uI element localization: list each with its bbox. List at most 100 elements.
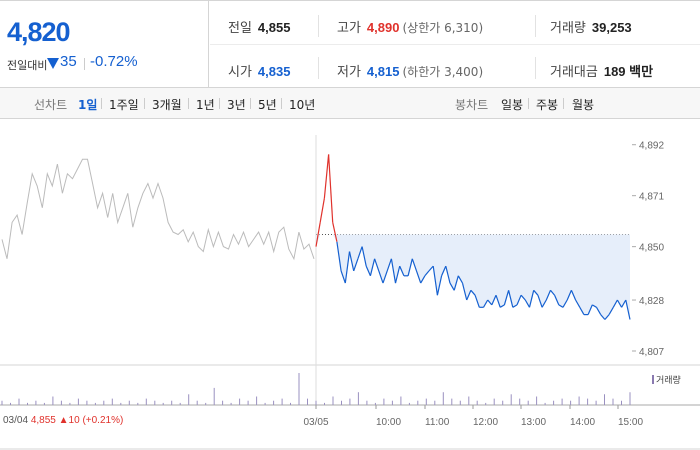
today-price-segment: [399, 265, 405, 277]
change-label: 전일대비: [7, 59, 48, 72]
stat-low: 저가 4,815 (하한가 3,400): [337, 61, 483, 80]
x-tick-label: 12:00: [473, 417, 498, 428]
tab-5-years[interactable]: 5년: [258, 98, 277, 112]
footer-date: 03/04: [3, 415, 29, 426]
today-price-segment: [512, 304, 518, 308]
today-price-segment: [461, 282, 468, 301]
y-tick-label: 4,807: [639, 347, 664, 358]
change-rate: -0.72%: [90, 53, 138, 70]
today-price-segment: [474, 295, 480, 308]
tab-weekly-candle[interactable]: 주봉: [536, 98, 559, 112]
stat-high: 고가 4,890 (상한가 6,310): [337, 17, 483, 36]
tab-1-week[interactable]: 1주일: [109, 98, 139, 112]
today-price-segment: [353, 258, 359, 272]
low-value: 4,815: [366, 64, 400, 79]
tab-10-years[interactable]: 10년: [289, 98, 316, 112]
divider: [528, 98, 529, 109]
divider: [219, 98, 220, 109]
today-price-segment: [315, 222, 321, 247]
today-price-segment: [528, 290, 535, 308]
tab-3-months[interactable]: 3개월: [152, 98, 182, 112]
today-price-segment: [424, 270, 430, 277]
divider: [535, 15, 536, 37]
today-price-segment: [554, 294, 560, 306]
today-price-segment: [470, 289, 476, 296]
footer-rate: (+0.21%): [82, 415, 124, 426]
divider: [144, 98, 145, 109]
tab-daily-candle[interactable]: 일봉: [501, 98, 524, 112]
today-price-segment: [344, 251, 351, 284]
today-price-segment: [378, 270, 384, 284]
stock-summary: 4,820 전일대비 35 -0.72% 전일 4,855 고가 4,890 (상한가…: [0, 0, 700, 88]
prev-close-value: 4,855: [257, 20, 291, 35]
today-price-segment: [562, 299, 568, 308]
price-box: 4,820 전일대비 35 -0.72%: [0, 1, 209, 88]
divider: [84, 58, 85, 70]
today-price-segment: [445, 265, 451, 284]
today-price-segment: [491, 294, 497, 306]
divider: [535, 57, 536, 79]
today-price-segment: [441, 265, 447, 277]
today-price-segment: [328, 154, 334, 223]
volume-label: 거래량: [550, 21, 586, 36]
today-price-segment: [575, 299, 581, 308]
y-tick-label: 4,850: [639, 243, 664, 254]
volume-legend: 거래량: [652, 373, 681, 386]
today-price-segment: [503, 290, 510, 306]
today-price-segment: [457, 275, 464, 284]
tab-1-year[interactable]: 1년: [196, 98, 215, 112]
stat-volume: 거래량 39,253: [550, 17, 632, 36]
prev-day-price-line: [1, 158, 315, 261]
today-price-segment: [361, 246, 367, 267]
today-price-segment: [541, 299, 547, 308]
divider: [250, 98, 251, 109]
today-price-segment: [533, 289, 539, 296]
today-price-segment: [482, 299, 489, 308]
divider: [563, 98, 564, 109]
today-price-segment: [415, 270, 422, 284]
today-price-segment: [411, 258, 418, 272]
today-price-segment: [592, 304, 597, 308]
today-price-segment: [558, 304, 564, 308]
today-price-segment: [390, 258, 397, 284]
tab-monthly-candle[interactable]: 월봉: [572, 98, 595, 112]
today-price-segment: [499, 304, 505, 308]
x-tick-label: 14:00: [570, 417, 595, 428]
today-price-segment: [616, 299, 623, 308]
today-price-segment: [336, 241, 342, 271]
period-tabs: 선차트 1일 1주일 3개월 1년 3년 5년 10년 봉차트 일봉 주봉 월봉: [0, 88, 700, 119]
today-price-segment: [432, 266, 438, 296]
high-value: 4,890: [366, 20, 400, 35]
today-price-segment: [386, 258, 392, 272]
today-price-segment: [374, 258, 380, 272]
today-price-segment: [566, 290, 572, 301]
down-triangle-icon: [47, 58, 59, 69]
x-tick-label: 10:00: [376, 417, 401, 428]
y-tick-label: 4,892: [639, 141, 664, 152]
today-price-segment: [340, 270, 346, 284]
volume-value: 39,253: [591, 20, 632, 35]
tab-3-years[interactable]: 3년: [227, 98, 246, 112]
stats-panel: 전일 4,855 고가 4,890 (상한가 6,310) 거래량 39,253 시가 4…: [210, 1, 700, 88]
today-price-segment: [508, 290, 514, 308]
today-price-segment: [604, 314, 610, 320]
x-tick-label: 15:00: [618, 417, 643, 428]
today-price-segment: [612, 299, 618, 308]
stat-amount: 거래대금 189 백만: [550, 61, 653, 80]
candle-chart-group-label: 봉차트: [455, 98, 489, 112]
divider: [281, 98, 282, 109]
today-price-segment: [466, 290, 472, 301]
tab-1-day[interactable]: 1일: [78, 98, 98, 112]
today-price-segment: [365, 265, 371, 277]
today-price-segment: [420, 275, 426, 284]
x-tick-label: 13:00: [521, 417, 546, 428]
x-tick-label: 11:00: [425, 417, 450, 428]
today-price-segment: [332, 222, 338, 242]
high-label: 고가: [337, 21, 361, 36]
today-price-segment: [579, 307, 585, 315]
change-value: 35: [60, 53, 77, 70]
today-price-segment: [369, 258, 376, 276]
today-price-segment: [545, 290, 552, 301]
today-price-segment: [516, 294, 522, 306]
today-price-segment: [625, 299, 631, 320]
